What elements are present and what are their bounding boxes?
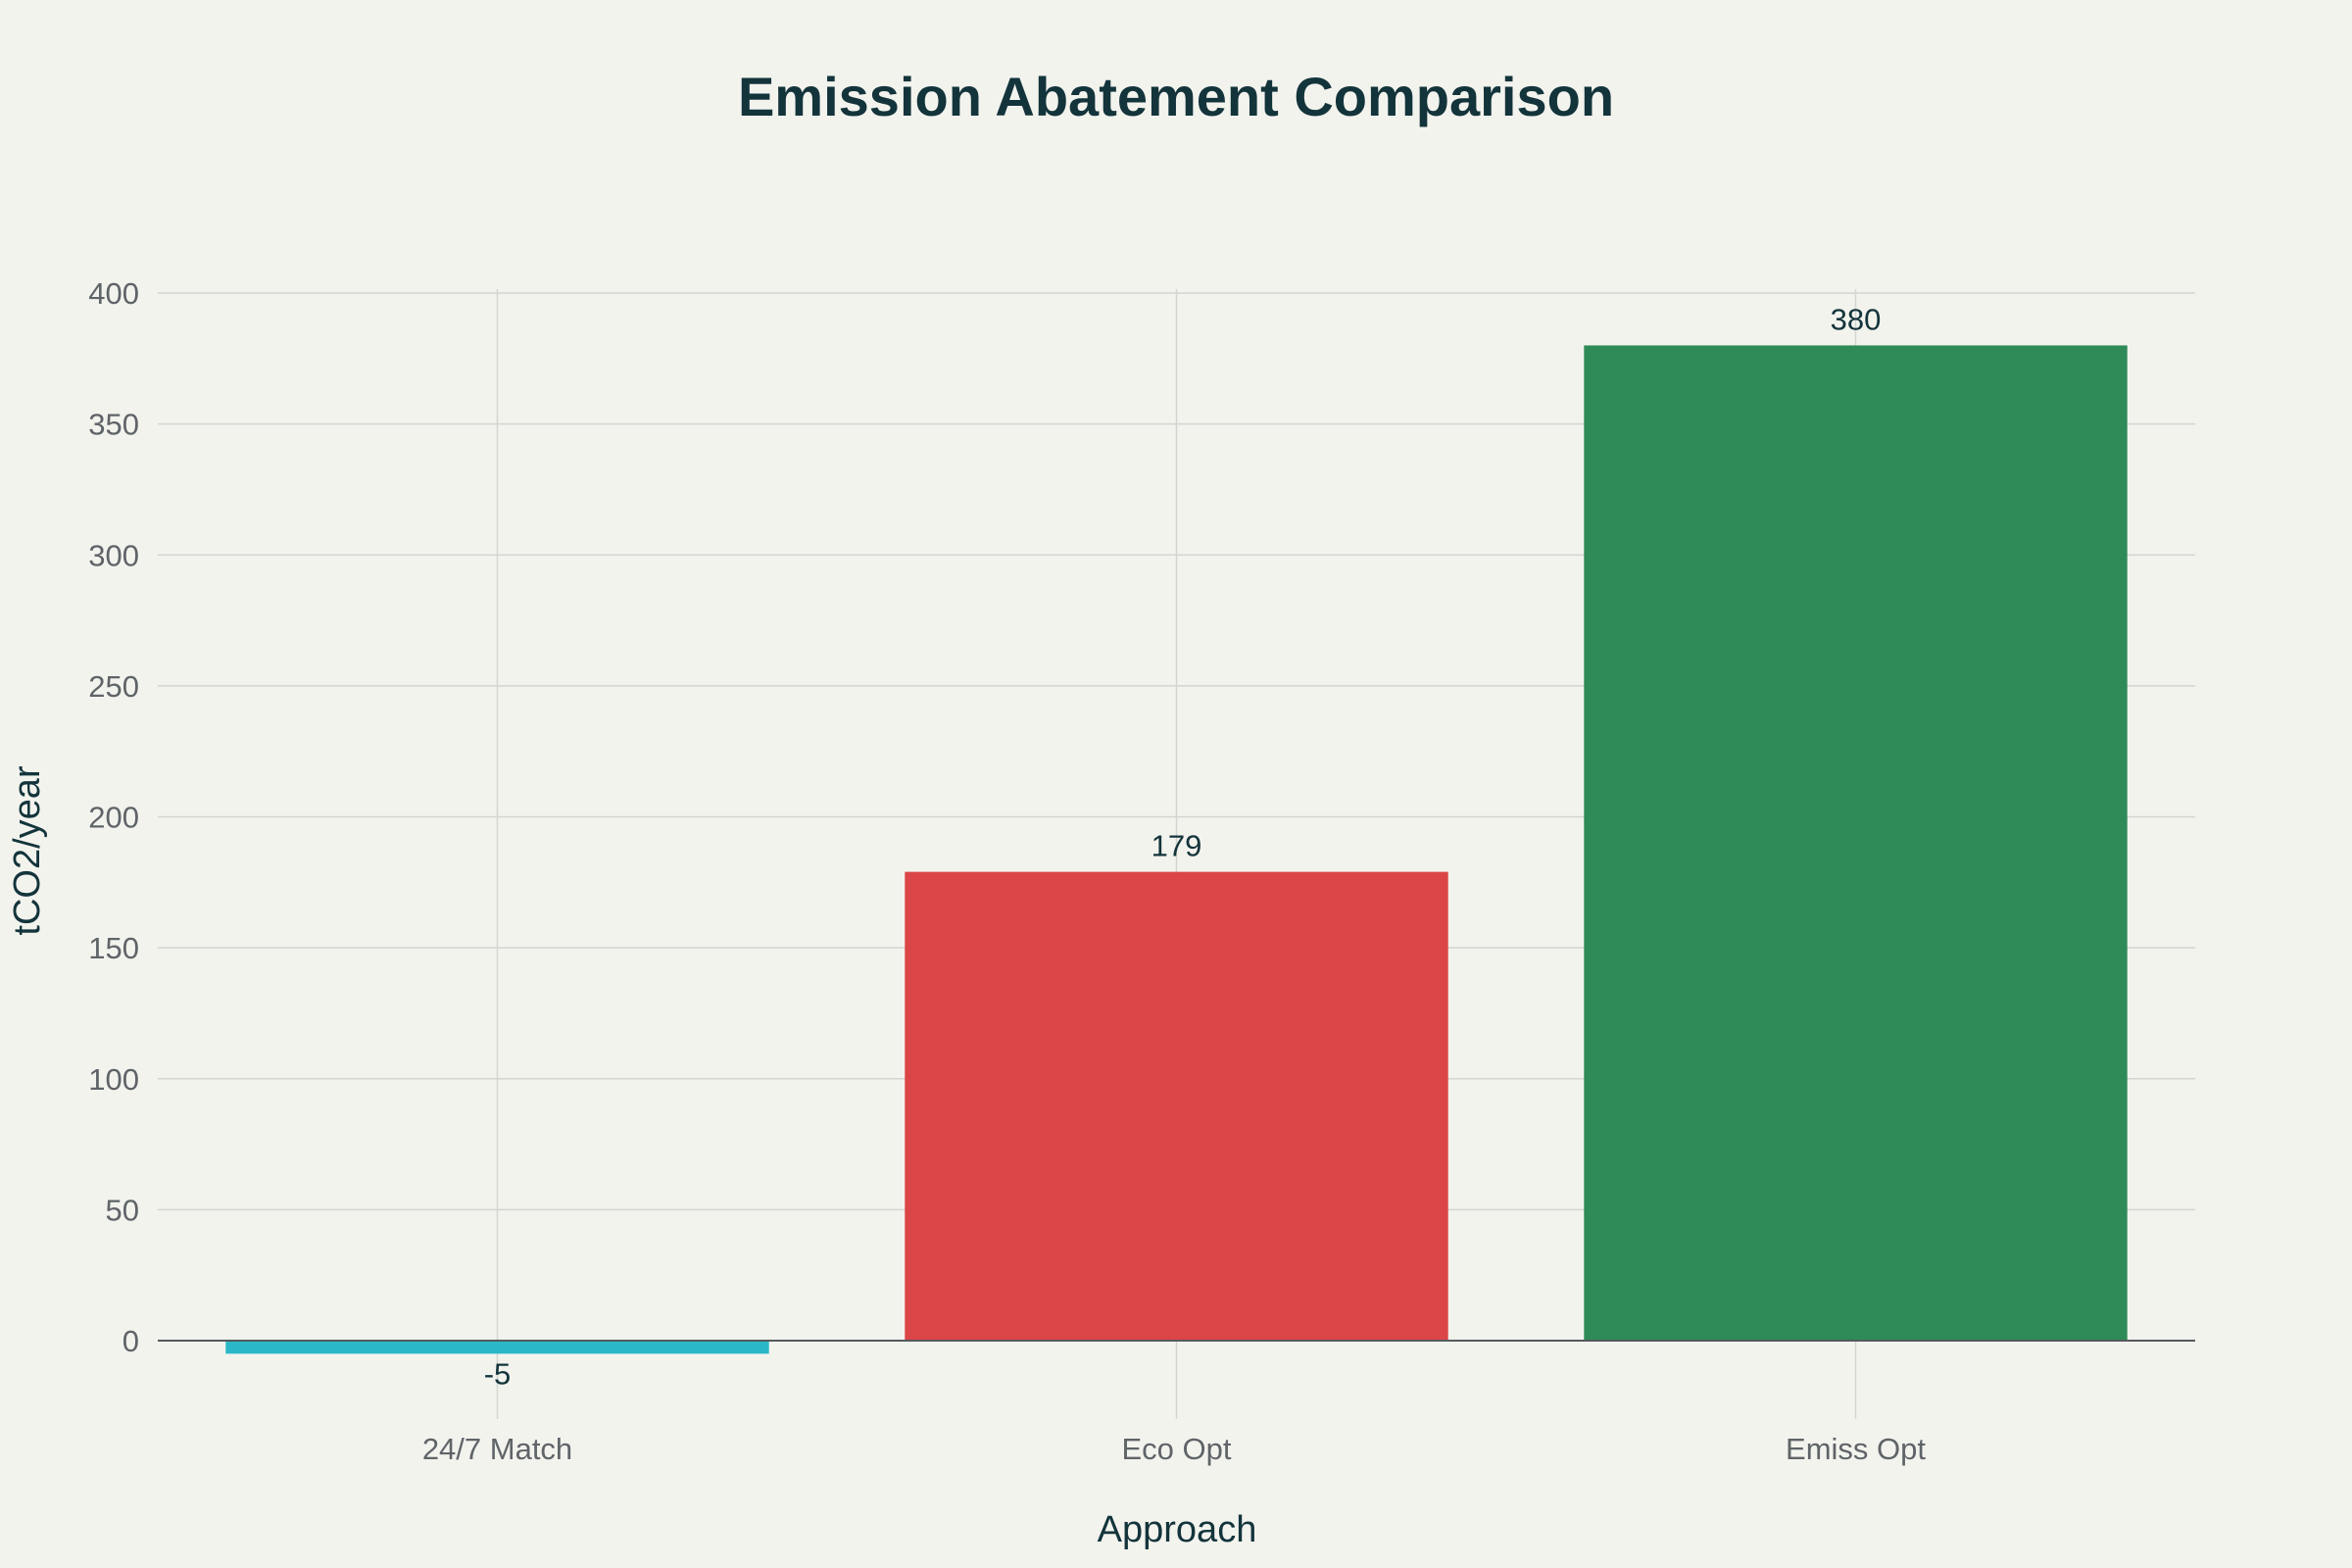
data-label: -5 [484,1356,512,1391]
x-axis-ticks: 24/7 Match Eco Opt Emiss Opt [422,1432,1927,1466]
x-tick-label: Eco Opt [1122,1432,1232,1466]
x-tick-label: 24/7 Match [422,1432,572,1466]
bar [905,871,1448,1341]
data-label: 179 [1152,829,1202,863]
x-axis-label: Approach [1098,1509,1257,1550]
bars [225,345,2128,1354]
y-tick-label: 350 [88,408,139,442]
data-label: 380 [1831,302,1882,336]
chart-title: Emission Abatement Comparison [738,66,1614,127]
y-tick-label: 300 [88,538,139,572]
bar [225,1341,769,1354]
y-axis-ticks: 0 50 100 150 200 250 300 350 400 [88,276,139,1358]
x-tick-label: Emiss Opt [1786,1432,1926,1466]
y-tick-label: 50 [106,1193,139,1227]
y-tick-label: 250 [88,669,139,704]
y-axis-label: tCO2/year [7,765,48,936]
y-tick-label: 100 [88,1062,139,1097]
data-labels: -5 179 380 [484,302,1882,1391]
y-tick-label: 400 [88,276,139,311]
bar [1584,345,2128,1341]
y-tick-label: 200 [88,801,139,835]
y-tick-label: 150 [88,931,139,965]
y-tick-label: 0 [122,1324,139,1358]
